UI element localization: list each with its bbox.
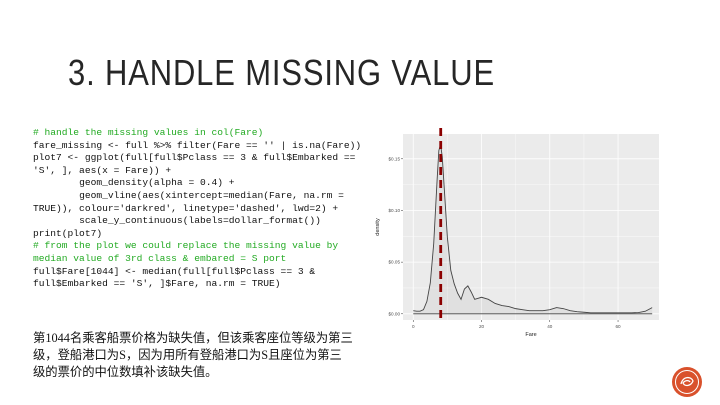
- note-passenger-number: 1044: [45, 331, 70, 345]
- code-line: scale_y_continuous(labels=dollar_format(…: [33, 215, 321, 227]
- x-tick-label: 60: [615, 324, 621, 329]
- x-axis-label: Fare: [525, 332, 536, 338]
- code-line: geom_density(alpha = 0.4) +: [33, 177, 235, 189]
- code-line: plot7 <- ggplot(full[full$Pclass == 3 & …: [33, 152, 362, 176]
- density-fill: [413, 144, 653, 314]
- note-part1: 第: [33, 331, 46, 345]
- code-line: geom_vline(aes(xintercept=median(Fare, n…: [33, 189, 350, 214]
- code-line: print(plot7): [33, 227, 103, 239]
- x-tick-label: 0: [412, 324, 415, 329]
- density-plot: 0 20 40 60 $0.00 $0.05 $0.10 $0.15 Fare density: [375, 128, 659, 338]
- y-tick-label: $0.15: [389, 156, 401, 161]
- code-comment-line: # from the plot we could replace the mis…: [33, 240, 344, 264]
- note-port-s-1: S: [119, 348, 126, 362]
- y-tick-label: $0.05: [389, 260, 401, 265]
- note-part2: 名乘客船票价格为缺失值，但该乘客座位等级为第三级，登船港口为: [33, 331, 353, 362]
- slide-title: 3. HANDLE MISSING VALUE: [68, 52, 495, 93]
- code-line: full$Fare[1044] <- median(full[full$Pcla…: [33, 265, 321, 290]
- plot-panel: [403, 134, 659, 320]
- code-comment-line: # handle the missing values in col(Fare): [33, 127, 264, 138]
- y-axis-label: density: [375, 218, 381, 236]
- seal-outer-ring: [672, 367, 702, 397]
- note-text: 第1044名乘客船票价格为缺失值，但该乘客座位等级为第三级，登船港口为S，因为用…: [33, 330, 353, 381]
- density-line: [413, 144, 653, 314]
- seal-swirl: [680, 376, 694, 387]
- x-tick-label: 40: [547, 324, 553, 329]
- decorative-seal-icon: [672, 367, 702, 397]
- note-part4: 且座位为第三级的票价的中位数填补该缺失值。: [33, 348, 342, 379]
- y-tick-label: $0.00: [389, 311, 401, 316]
- code-block: # handle the missing values in col(Fare)…: [33, 127, 363, 291]
- code-line: fare_missing <- full %>% filter(Fare == …: [33, 139, 362, 151]
- note-part3: ，因为用所有登船港口为: [125, 348, 262, 362]
- y-tick-label: $0.10: [389, 208, 401, 213]
- x-tick-label: 20: [479, 324, 485, 329]
- seal-inner-ring: [675, 370, 699, 394]
- note-port-s-2: S: [261, 348, 269, 362]
